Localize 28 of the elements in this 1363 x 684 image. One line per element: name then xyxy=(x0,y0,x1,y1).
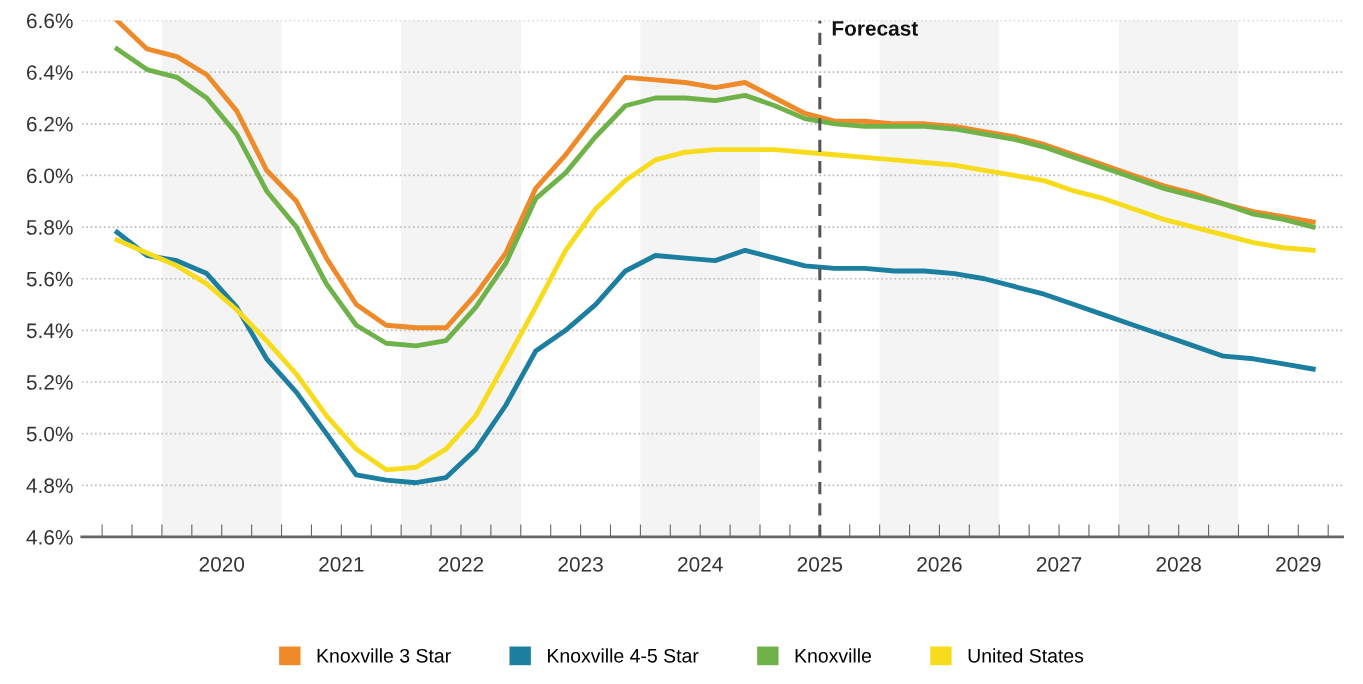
y-tick-label: 5.0% xyxy=(26,426,73,442)
line-series xyxy=(114,229,1316,486)
y-tick-label: 5.4% xyxy=(26,323,73,339)
ref-line-label: Forecast xyxy=(832,21,918,36)
y-tick-label: 4.6% xyxy=(26,529,73,545)
x-tick-label: 2024 xyxy=(678,556,723,572)
y-tick-label: 5.6% xyxy=(26,271,73,287)
legend-label: Knoxville xyxy=(795,648,872,663)
y-tick-label: 6.0% xyxy=(27,168,73,184)
y-tick-label: 5.2% xyxy=(26,375,73,390)
x-tick-label: 2022 xyxy=(438,556,484,572)
x-tick-label: 2020 xyxy=(199,556,245,572)
y-tick-label: 6.2% xyxy=(27,116,73,132)
y-tick-label: 6.6% xyxy=(27,13,73,29)
legend-label: United States xyxy=(968,648,1084,663)
x-tick-label: 2027 xyxy=(1036,556,1082,572)
x-tick-label: 2026 xyxy=(917,556,962,572)
y-tick-label: 4.8% xyxy=(26,478,73,494)
x-tick-label: 2021 xyxy=(319,556,364,572)
x-tick-label: 2029 xyxy=(1276,556,1321,572)
legend-label: Knoxville 4-5 Star xyxy=(548,648,699,663)
y-tick-label: 6.4% xyxy=(27,65,73,80)
y-tick-label: 5.8% xyxy=(26,220,73,235)
x-tick-label: 2023 xyxy=(558,556,603,572)
legend-label: Knoxville 3 Star xyxy=(317,648,451,663)
x-tick-label: 2025 xyxy=(797,556,843,572)
x-tick-label: 2028 xyxy=(1156,556,1201,572)
line-series xyxy=(114,147,1316,473)
